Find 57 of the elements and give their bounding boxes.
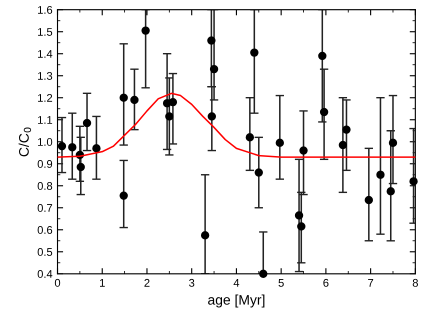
x-tick-label: 7 [368,279,374,287]
point [200,231,210,240]
point [141,26,150,35]
x-tick-label: 6 [323,278,328,287]
point [259,270,268,278]
x-tick-label: 2 [144,278,150,287]
point [58,142,66,150]
y-tick-label: 0.5 [38,248,52,256]
point [207,36,216,45]
y-tick-label: 1.5 [38,28,52,36]
x-tick-label: 1 [100,279,105,287]
point [92,144,101,153]
point [208,112,216,121]
y-tick-label: 0.4 [38,270,52,278]
y-axis-title: C/C$_{0}$ [18,128,32,156]
y-tick-label: 1.6 [38,6,52,14]
point [165,112,174,121]
line-series [58,92,416,158]
point [120,191,128,200]
point [168,98,178,106]
x-tick-label: 4 [234,279,240,287]
y-tick-label: 1.3 [38,72,52,80]
point [120,94,128,102]
point [250,48,258,57]
point [318,52,326,60]
point [297,222,306,231]
point [299,146,308,155]
point [388,138,398,148]
y-tick-label: 0.8 [38,182,52,190]
x-tick-label: 3 [189,278,194,287]
point [294,211,304,220]
point [342,125,351,134]
point [276,138,284,148]
y-tick-label: 0.7 [38,204,52,212]
point [246,133,254,142]
x-tick-label: 5 [278,279,284,287]
x-tick-label: 0 [54,278,60,287]
point [76,162,85,172]
point [210,64,218,74]
point [254,168,263,177]
y-tick-label: 1.0 [38,138,52,146]
y-tick-label: 0.9 [38,160,52,168]
point [68,143,76,152]
y-tick-label: 1.4 [38,50,52,58]
point [386,187,395,196]
y-tick-label: 1.2 [38,94,52,102]
point [338,140,348,150]
point [364,196,373,204]
point [130,96,139,104]
y-tick-label: 0.6 [38,226,52,234]
x-tick-label: 8 [412,278,418,287]
point [320,108,328,116]
x-axis-title: age [Myr] [208,294,264,308]
point [82,118,92,128]
point [409,177,418,186]
point [376,170,385,179]
y-tick-label: 1.1 [38,116,52,124]
